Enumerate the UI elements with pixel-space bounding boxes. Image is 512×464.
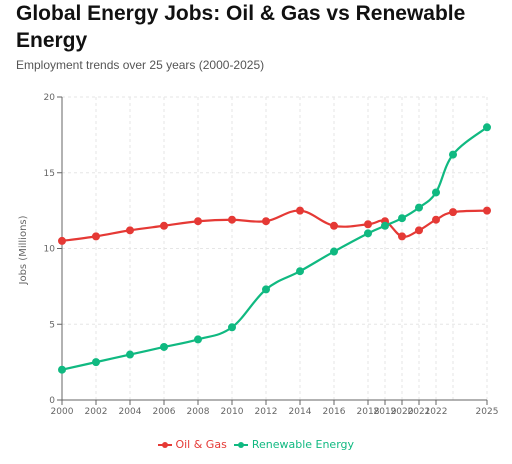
x-tick-label: 2000 [51, 407, 74, 417]
y-tick-label: 15 [44, 169, 55, 179]
legend-item-oil-gas[interactable]: Oil & Gas [157, 438, 227, 451]
data-point-oil-gas [330, 221, 338, 230]
chart-title: Global Energy Jobs: Oil & Gas vs Renewab… [16, 2, 466, 52]
x-tick-label: 2004 [119, 407, 142, 417]
data-point-oil-gas [92, 232, 100, 241]
data-point-renewable-energy [432, 188, 440, 197]
data-point-renewable-energy [381, 221, 389, 230]
legend-item-renewable-energy[interactable]: Renewable Energy [234, 438, 354, 451]
data-point-renewable-energy [364, 229, 372, 238]
data-point-oil-gas [432, 215, 440, 224]
data-point-renewable-energy [194, 335, 202, 344]
x-tick-label: 2020 [391, 407, 414, 417]
data-point-renewable-energy [262, 285, 270, 294]
x-tick-label: 2014 [289, 407, 312, 417]
data-point-oil-gas [296, 206, 304, 215]
chart-subtitle: Employment trends over 25 years (2000-20… [16, 58, 265, 72]
data-point-renewable-energy [160, 342, 168, 351]
data-point-oil-gas [415, 226, 423, 235]
data-point-oil-gas [483, 206, 491, 215]
data-point-oil-gas [126, 226, 134, 235]
data-points [58, 123, 491, 374]
x-tick-label: 2010 [221, 407, 244, 417]
data-point-renewable-energy [415, 203, 423, 212]
y-tick-label: 5 [49, 320, 55, 330]
data-point-oil-gas [364, 220, 372, 229]
data-point-renewable-energy [296, 267, 304, 276]
x-tick-label: 2002 [85, 407, 108, 417]
x-tick-label: 2018 [357, 407, 380, 417]
x-tick-label: 2021 [408, 407, 431, 417]
x-tick-label: 2006 [153, 407, 176, 417]
y-tick-label: 0 [49, 396, 55, 406]
x-tick-label: 2019 [374, 407, 397, 417]
data-point-oil-gas [58, 236, 66, 245]
axes [57, 96, 488, 405]
x-tick-label: 2012 [255, 407, 278, 417]
data-point-renewable-energy [228, 323, 236, 332]
data-point-renewable-energy [398, 214, 406, 223]
x-tick-label: 2022 [425, 407, 448, 417]
data-point-oil-gas [449, 208, 457, 217]
data-point-renewable-energy [483, 123, 491, 132]
data-point-renewable-energy [126, 350, 134, 359]
legend-label-oil-gas: Oil & Gas [175, 438, 227, 451]
x-tick-label: 2025 [476, 407, 499, 417]
y-tick-label: 20 [44, 93, 56, 103]
legend-swatch-oil-gas [157, 440, 172, 450]
data-point-oil-gas [398, 232, 406, 241]
series-line-oil-gas [61, 209, 488, 243]
data-point-oil-gas [160, 221, 168, 230]
legend-swatch-renewable-energy [234, 440, 249, 450]
legend-label-renewable-energy: Renewable Energy [251, 438, 355, 451]
data-point-renewable-energy [330, 247, 338, 256]
series-line-renewable-energy [61, 126, 488, 371]
data-point-renewable-energy [449, 150, 457, 159]
y-axis-label: Jobs (Millions) [18, 215, 29, 285]
tick-labels: 0 5 10 15 20 2000 2002 2004 2006 2008 2010 2012 2014… [44, 93, 499, 417]
x-tick-label: 2016 [323, 407, 346, 417]
data-point-oil-gas [228, 215, 236, 224]
y-tick-label: 10 [44, 245, 56, 255]
data-point-renewable-energy [58, 365, 66, 374]
data-point-oil-gas [262, 217, 270, 226]
data-point-renewable-energy [92, 358, 100, 367]
x-tick-label: 2008 [187, 407, 210, 417]
legend: Oil & Gas Renewable Energy [0, 438, 512, 451]
data-point-oil-gas [194, 217, 202, 226]
series-lines [61, 126, 488, 371]
